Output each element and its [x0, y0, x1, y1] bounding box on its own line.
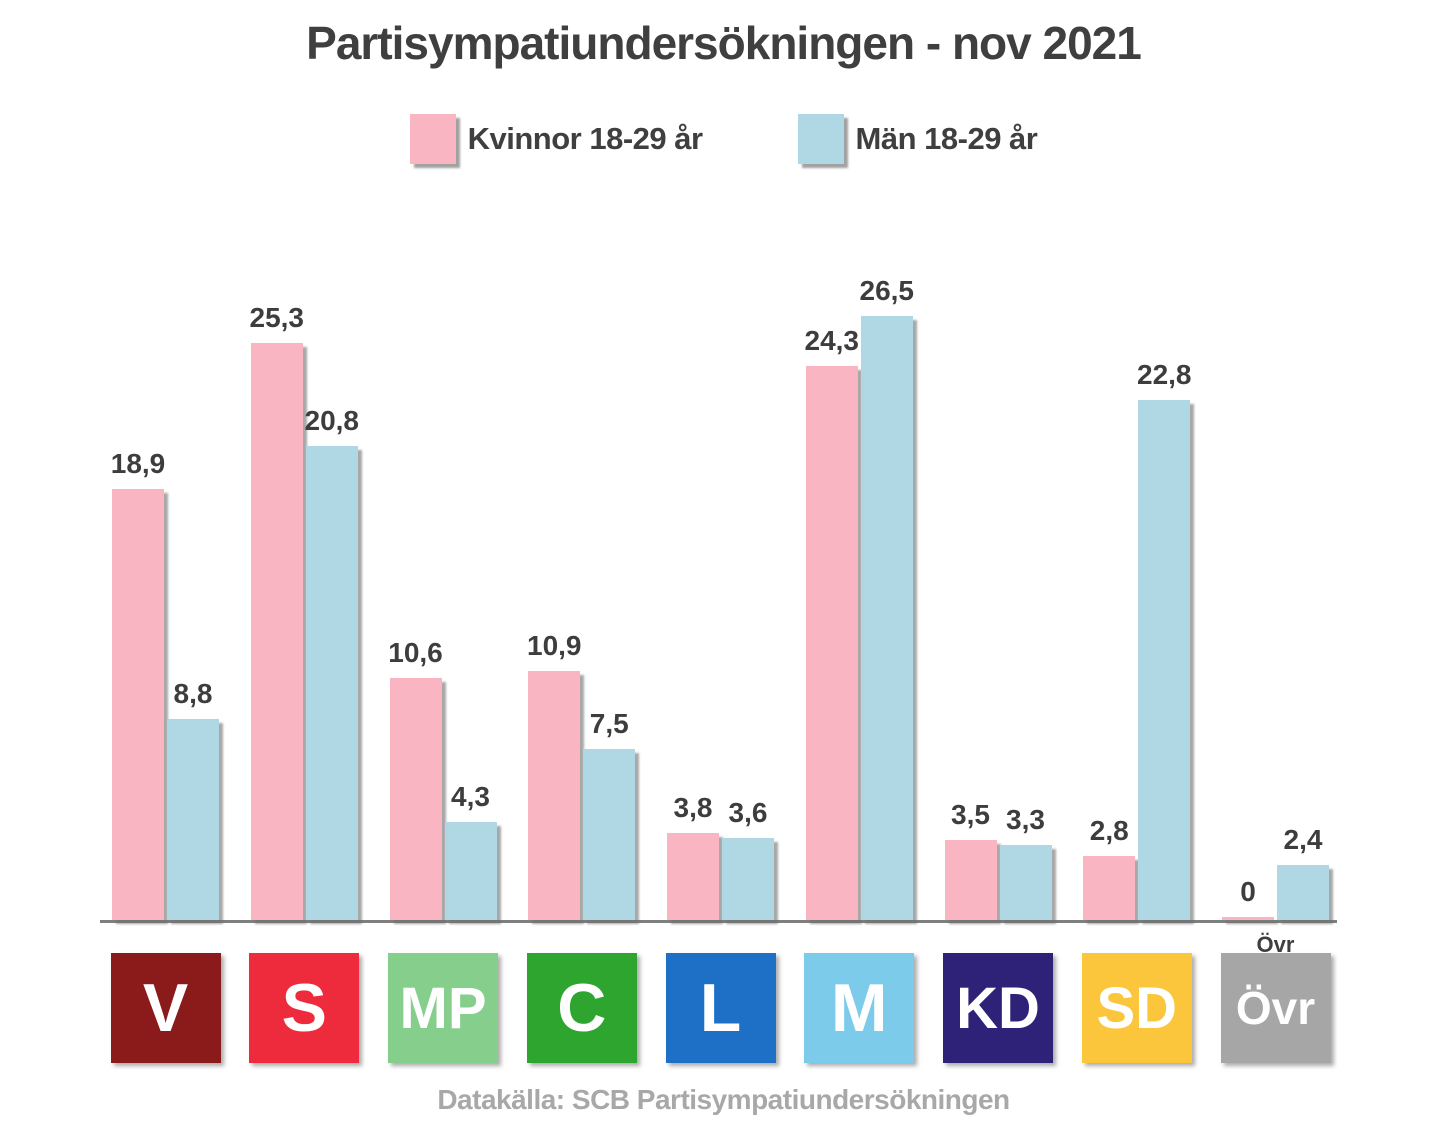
value-label-KD-man: 3,3 [1006, 804, 1045, 835]
value-label-C-kvinnor: 10,9 [527, 630, 582, 661]
bar-group-KD: 3,5 3,3 [944, 799, 1052, 920]
bar-wrap-C-man: 7,5 [583, 708, 636, 920]
party-box-L: L [665, 953, 776, 1063]
bar-group-V: 18,9 8,8 [110, 448, 219, 920]
bar-MP-man [444, 822, 497, 920]
bar-wrap-L-man: 3,6 [722, 799, 774, 920]
value-label-C-man: 7,5 [589, 708, 629, 739]
value-label-V-man: 8,8 [173, 678, 213, 709]
bar-wrap-Övr-kvinnor: 0 [1222, 878, 1274, 920]
bar-group-L: 3,8 3,6 [667, 794, 774, 920]
legend-swatch-kvinnor [409, 114, 456, 164]
bar-S-man [305, 446, 358, 920]
legend-swatch-man [797, 114, 844, 164]
bar-Övr-kvinnor [1222, 917, 1274, 920]
legend-item-kvinnor: Kvinnor 18-29 år [409, 114, 703, 164]
bar-C-kvinnor [528, 671, 581, 920]
party-box-S: S [249, 953, 360, 1063]
value-label-S-man: 20,8 [304, 405, 360, 436]
bar-Övr-man [1277, 865, 1329, 920]
bar-M-man [860, 316, 913, 920]
bar-group-SD: 2,8 22,8 [1083, 359, 1192, 920]
legend: Kvinnor 18-29 år Män 18-29 år [0, 114, 1447, 164]
bar-group-MP: 10,6 4,3 [388, 637, 497, 920]
bar-KD-man [999, 845, 1052, 920]
value-label-MP-kvinnor: 10,6 [388, 637, 443, 668]
bar-group-Övr: 0 2,4 [1222, 826, 1329, 920]
value-label-Övr-man: 2,4 [1283, 824, 1323, 855]
party-box-MP: MP [388, 953, 498, 1063]
party-box-C: C [526, 953, 637, 1063]
legend-label-man: Män 18-29 år [855, 121, 1038, 156]
bar-wrap-S-kvinnor: 25,3 [249, 302, 305, 920]
bar-group-M: 24,3 26,5 [804, 275, 915, 920]
value-label-M-kvinnor: 24,3 [804, 325, 860, 356]
value-label-M-man: 26,5 [859, 275, 915, 306]
value-label-L-kvinnor: 3,8 [673, 792, 713, 823]
bar-SD-kvinnor [1083, 856, 1136, 920]
bar-wrap-M-man: 26,5 [859, 275, 915, 920]
bar-wrap-V-kvinnor: 18,9 [110, 448, 166, 920]
party-box-Övr: Övr [1220, 953, 1331, 1063]
bar-wrap-Övr-man: 2,4 [1277, 826, 1329, 920]
value-label-KD-kvinnor: 3,5 [951, 799, 990, 830]
x-axis-line [100, 920, 1337, 923]
value-label-SD-kvinnor: 2,8 [1089, 815, 1129, 846]
party-box-SD: SD [1081, 953, 1192, 1063]
bar-L-man [722, 838, 774, 920]
bar-wrap-M-kvinnor: 24,3 [804, 325, 860, 920]
bar-wrap-MP-man: 4,3 [444, 781, 497, 920]
bar-wrap-KD-man: 3,3 [999, 804, 1052, 920]
party-box-M: M [804, 953, 915, 1063]
bar-group-C: 10,9 7,5 [527, 630, 636, 920]
bar-wrap-L-kvinnor: 3,8 [667, 794, 719, 920]
bar-SD-man [1138, 400, 1191, 920]
chart-title: Partisympatiundersökningen - nov 2021 [306, 17, 1142, 69]
bar-V-man [167, 719, 219, 920]
legend-label-kvinnor: Kvinnor 18-29 år [467, 121, 703, 156]
bar-S-kvinnor [250, 343, 303, 920]
bar-group-S: 25,3 20,8 [249, 302, 360, 920]
bar-V-kvinnor [112, 489, 164, 920]
party-box-KD: KD [943, 953, 1053, 1063]
data-source-note: Datakälla: SCB Partisympatiundersökninge… [437, 1084, 1010, 1115]
value-label-S-kvinnor: 25,3 [249, 302, 305, 333]
bar-wrap-V-man: 8,8 [167, 680, 219, 920]
value-label-Övr-kvinnor: 0 [1240, 876, 1256, 907]
axis-category-label-Övr: Övr [1256, 932, 1295, 957]
bar-wrap-S-man: 20,8 [304, 405, 360, 920]
value-label-MP-man: 4,3 [451, 781, 490, 812]
value-label-SD-man: 22,8 [1137, 359, 1192, 390]
value-label-L-man: 3,6 [728, 797, 768, 828]
bar-wrap-SD-man: 22,8 [1137, 359, 1192, 920]
value-label-V-kvinnor: 18,9 [110, 448, 166, 479]
bar-wrap-KD-kvinnor: 3,5 [944, 799, 997, 920]
bar-wrap-C-kvinnor: 10,9 [527, 630, 582, 920]
bar-KD-kvinnor [944, 840, 997, 920]
bar-L-kvinnor [667, 833, 719, 920]
bar-C-man [583, 749, 636, 920]
bar-MP-kvinnor [389, 678, 442, 920]
bar-M-kvinnor [805, 366, 858, 920]
legend-item-man: Män 18-29 år [797, 114, 1038, 164]
bar-wrap-MP-kvinnor: 10,6 [388, 637, 443, 920]
bar-wrap-SD-kvinnor: 2,8 [1083, 815, 1136, 920]
party-box-V: V [110, 953, 221, 1063]
